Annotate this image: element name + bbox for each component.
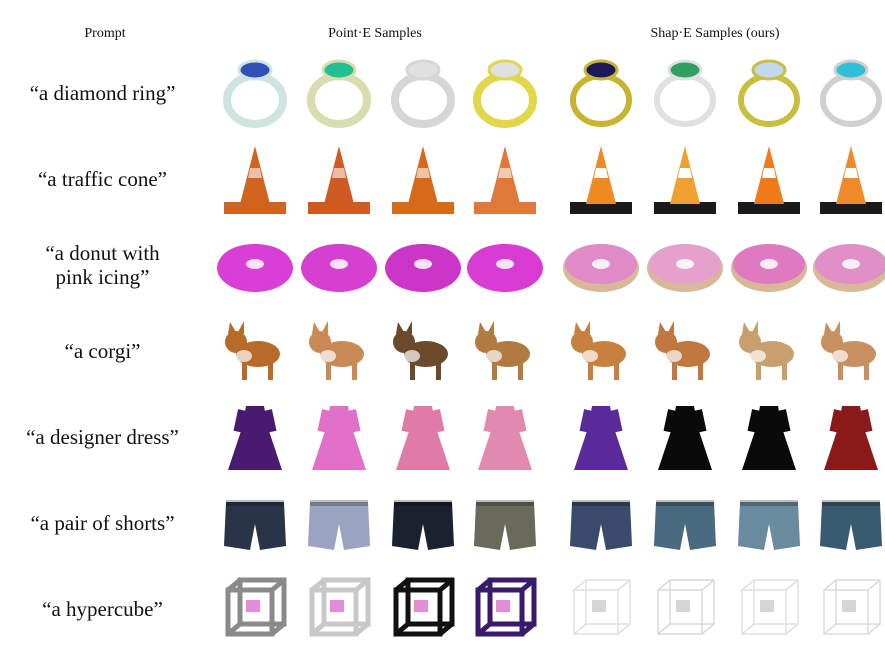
shap-e-sample-corgi-4 (810, 312, 885, 390)
shap-e-sample-shorts-1 (560, 484, 642, 562)
shap-e-sample-cone-4 (810, 140, 885, 218)
header-point-e: Point·E Samples (328, 26, 422, 41)
shap-e-sample-cube-2 (644, 570, 726, 648)
prompt-label: “a traffic cone” (37, 167, 167, 191)
point-e-sample-cube-3 (382, 570, 464, 648)
shap-e-sample-shorts-2 (644, 484, 726, 562)
point-e-sample-ring-3 (382, 54, 464, 132)
sample-row-dress: “a designer dress” (0, 394, 885, 480)
header-prompt: Prompt (84, 26, 126, 41)
sample-row-cube: “a hypercube” (0, 566, 885, 652)
shap-e-sample-corgi-2 (644, 312, 726, 390)
point-e-sample-shorts-4 (464, 484, 546, 562)
point-e-sample-ring-1 (214, 54, 296, 132)
point-e-sample-corgi-3 (382, 312, 464, 390)
point-e-sample-dress-2 (298, 398, 380, 476)
shap-e-sample-shorts-3 (728, 484, 810, 562)
shap-e-sample-cube-3 (728, 570, 810, 648)
prompt-label: “a hypercube” (42, 597, 163, 621)
shap-e-sample-cone-1 (560, 140, 642, 218)
shap-e-sample-donut-4 (810, 226, 885, 304)
point-e-sample-dress-1 (214, 398, 296, 476)
shap-e-sample-donut-3 (728, 226, 810, 304)
point-e-sample-ring-4 (464, 54, 546, 132)
sample-row-shorts: “a pair of shorts” (0, 480, 885, 566)
sample-row-corgi: “a corgi” (0, 308, 885, 394)
shap-e-sample-cube-1 (560, 570, 642, 648)
shap-e-sample-dress-3 (728, 398, 810, 476)
prompt-label: “a donut with pink icing” (45, 241, 160, 289)
shap-e-sample-donut-1 (560, 226, 642, 304)
sample-row-donut: “a donut with pink icing” (0, 222, 885, 308)
point-e-sample-donut-3 (382, 226, 464, 304)
shap-e-sample-cone-3 (728, 140, 810, 218)
sample-row-cone: “a traffic cone” (0, 136, 885, 222)
point-e-sample-shorts-1 (214, 484, 296, 562)
prompt-label: “a corgi” (64, 339, 141, 363)
prompt-label: “a designer dress” (26, 425, 179, 449)
shap-e-sample-ring-2 (644, 54, 726, 132)
shap-e-sample-shorts-4 (810, 484, 885, 562)
point-e-sample-corgi-2 (298, 312, 380, 390)
point-e-sample-dress-3 (382, 398, 464, 476)
point-e-sample-shorts-2 (298, 484, 380, 562)
point-e-sample-cone-4 (464, 140, 546, 218)
point-e-sample-cone-1 (214, 140, 296, 218)
point-e-sample-cone-3 (382, 140, 464, 218)
point-e-sample-donut-4 (464, 226, 546, 304)
point-e-sample-corgi-1 (214, 312, 296, 390)
point-e-sample-donut-2 (298, 226, 380, 304)
shap-e-sample-ring-1 (560, 54, 642, 132)
shap-e-sample-ring-4 (810, 54, 885, 132)
shap-e-sample-cone-2 (644, 140, 726, 218)
point-e-sample-cone-2 (298, 140, 380, 218)
shap-e-sample-cube-4 (810, 570, 885, 648)
prompt-label: “a pair of shorts” (30, 511, 175, 535)
point-e-sample-shorts-3 (382, 484, 464, 562)
point-e-sample-dress-4 (464, 398, 546, 476)
shap-e-sample-corgi-1 (560, 312, 642, 390)
point-e-sample-cube-4 (464, 570, 546, 648)
sample-row-ring: “a diamond ring” (0, 50, 885, 136)
shap-e-sample-dress-1 (560, 398, 642, 476)
shap-e-sample-dress-4 (810, 398, 885, 476)
point-e-sample-cube-2 (298, 570, 380, 648)
point-e-sample-corgi-4 (464, 312, 546, 390)
shap-e-sample-dress-2 (644, 398, 726, 476)
shap-e-sample-corgi-3 (728, 312, 810, 390)
point-e-sample-donut-1 (214, 226, 296, 304)
prompt-label: “a diamond ring” (29, 81, 176, 105)
point-e-sample-ring-2 (298, 54, 380, 132)
shap-e-sample-ring-3 (728, 54, 810, 132)
shap-e-sample-donut-2 (644, 226, 726, 304)
header-shap-e: Shap·E Samples (ours) (650, 26, 780, 41)
point-e-sample-cube-1 (214, 570, 296, 648)
